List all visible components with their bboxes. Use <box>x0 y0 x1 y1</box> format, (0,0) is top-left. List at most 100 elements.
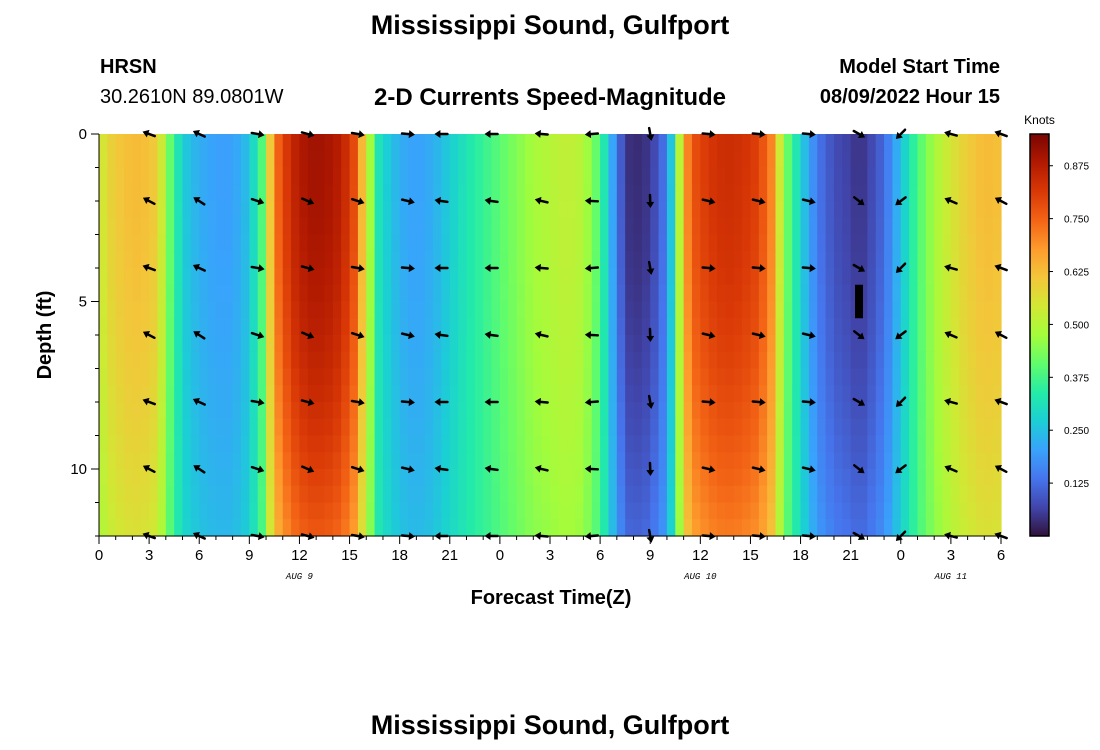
heatmap-cell <box>408 335 417 353</box>
heatmap-cell <box>215 234 225 252</box>
heatmap-cell <box>307 485 317 504</box>
heatmap-cell <box>374 301 384 319</box>
heatmap-cell <box>925 418 935 437</box>
heatmap-cell <box>165 184 175 202</box>
heatmap-cell <box>416 167 426 185</box>
heatmap-cell <box>232 485 242 504</box>
heatmap-cell <box>190 217 200 236</box>
heatmap-cell <box>357 385 367 403</box>
heatmap-cell <box>975 351 985 370</box>
heatmap-cell <box>224 167 234 185</box>
heatmap-cell <box>357 368 367 386</box>
heatmap-cell <box>733 234 743 252</box>
current-vector-arrow <box>300 398 315 407</box>
heatmap-cell <box>207 268 217 286</box>
heatmap-cell <box>433 519 443 537</box>
heatmap-cell <box>717 251 726 269</box>
heatmap-cell <box>575 351 585 370</box>
heatmap-cell <box>524 485 534 504</box>
heatmap-cell <box>683 368 693 386</box>
heatmap-cell <box>99 335 108 353</box>
heatmap-cell <box>942 469 952 487</box>
heatmap-cell <box>441 452 451 470</box>
current-vector-arrow <box>895 464 907 474</box>
heatmap-cell <box>925 134 935 152</box>
heatmap-cell <box>357 335 367 353</box>
heatmap-cell <box>950 134 960 152</box>
heatmap-cell <box>691 268 701 286</box>
heatmap-cell <box>149 268 159 286</box>
heatmap-cell <box>165 385 175 403</box>
heatmap-cell <box>99 502 108 520</box>
heatmap-cell <box>424 452 434 470</box>
heatmap-cell <box>616 418 626 437</box>
arrow-head <box>944 464 952 473</box>
heatmap-cell <box>174 351 184 370</box>
heatmap-cell <box>408 201 417 219</box>
current-vector-arrow <box>400 331 415 340</box>
heatmap-cell <box>633 485 643 504</box>
heatmap-cell <box>558 485 568 504</box>
heatmap-cell <box>658 351 668 370</box>
arrow-head <box>944 397 951 406</box>
heatmap-cell <box>533 435 543 453</box>
heatmap-cell <box>424 335 434 353</box>
heatmap-cell <box>424 184 434 202</box>
arrow-head <box>408 331 415 340</box>
heatmap-cell <box>165 335 175 353</box>
heatmap-cell <box>725 301 735 319</box>
heatmap-cell <box>99 134 108 152</box>
heatmap-cell <box>291 134 301 152</box>
heatmap-cell <box>232 251 242 269</box>
heatmap-cell <box>316 251 326 269</box>
heatmap-cell <box>900 167 910 185</box>
heatmap-cell <box>282 452 292 470</box>
heatmap-cell <box>257 301 267 319</box>
heatmap-cell <box>909 201 919 219</box>
heatmap-cell <box>357 184 367 202</box>
heatmap-cell <box>583 368 593 386</box>
heatmap-cell <box>742 234 752 252</box>
heatmap-cell <box>633 268 643 286</box>
heatmap-cell <box>708 335 718 353</box>
heatmap-cell <box>541 134 551 152</box>
current-vector-arrow <box>534 330 549 339</box>
heatmap-cell <box>391 452 401 470</box>
heatmap-cell <box>859 301 868 319</box>
heatmap-cell <box>566 318 576 336</box>
heatmap-cell <box>499 318 509 336</box>
heatmap-cell <box>483 150 493 169</box>
current-vector-arrow <box>701 130 716 139</box>
heatmap-cell <box>967 134 977 152</box>
arrow-head <box>895 131 903 139</box>
heatmap-cell <box>441 234 451 252</box>
heatmap-cell <box>299 335 309 353</box>
arrow-head <box>584 464 592 473</box>
heatmap-cell <box>165 435 175 453</box>
heatmap-cell <box>992 335 1002 353</box>
heatmap-cell <box>174 234 184 252</box>
heatmap-cell <box>591 167 601 185</box>
heatmap-cell <box>950 234 960 252</box>
arrow-head <box>857 332 865 340</box>
heatmap-cell <box>892 469 902 487</box>
heatmap-cell <box>558 184 568 202</box>
heatmap-cell <box>975 502 985 520</box>
heatmap-cell <box>366 469 376 487</box>
heatmap-cell <box>107 150 117 169</box>
heatmap-cell <box>733 351 743 370</box>
heatmap-cell <box>182 519 192 537</box>
current-vector-arrow <box>301 465 315 474</box>
heatmap-cell <box>967 368 977 386</box>
heatmap-cell <box>140 435 150 453</box>
heatmap-cell <box>992 217 1002 236</box>
heatmap-cell <box>583 469 593 487</box>
heatmap-cell <box>742 452 752 470</box>
heatmap-cell <box>433 217 443 236</box>
heatmap-cell <box>508 519 518 537</box>
heatmap-cell <box>441 469 451 487</box>
heatmap-cell <box>491 318 501 336</box>
heatmap-cell <box>474 335 484 353</box>
heatmap-cell <box>524 318 534 336</box>
heatmap-cell <box>499 469 509 487</box>
